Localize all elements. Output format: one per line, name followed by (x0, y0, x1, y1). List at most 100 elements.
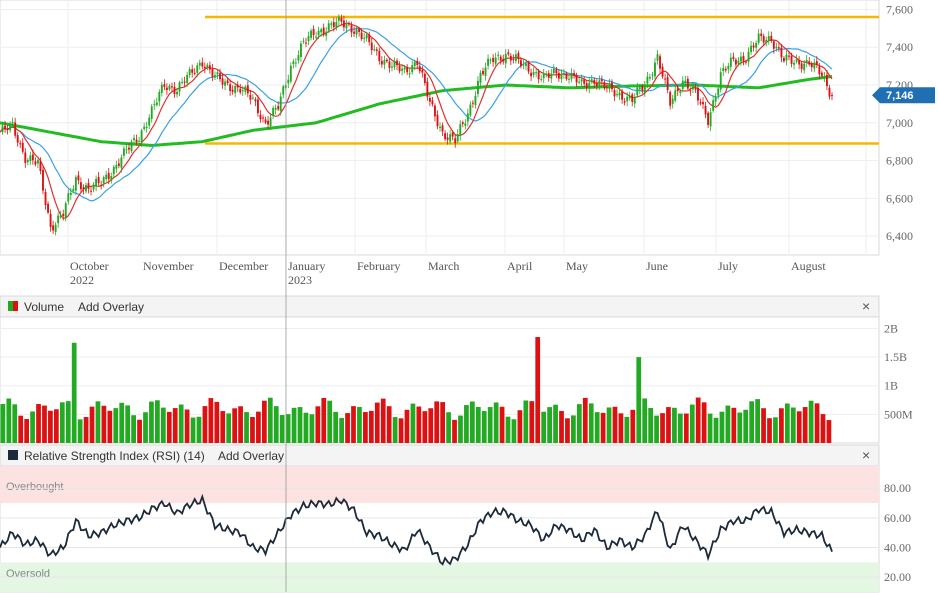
volume-y-tick-label: 1.5B (884, 350, 907, 364)
candle (279, 92, 282, 116)
volume-bar (380, 398, 386, 443)
candle (330, 20, 333, 29)
month-tick-label: October (70, 259, 109, 273)
candle (522, 59, 525, 70)
volume-bar (755, 399, 760, 443)
candle (140, 128, 143, 147)
candle (464, 119, 467, 130)
volume-bar (446, 412, 451, 443)
candle (62, 209, 65, 221)
candle (497, 51, 500, 61)
candle (580, 74, 583, 87)
candle (694, 83, 697, 93)
volume-bar (256, 411, 261, 443)
candle (608, 78, 611, 93)
volume-bar (178, 404, 184, 443)
volume-bar (487, 407, 493, 443)
candle (373, 44, 376, 52)
candle (477, 76, 479, 98)
volume-bar (208, 398, 214, 443)
candle (231, 85, 234, 95)
volume-bar (410, 403, 416, 443)
volume-bar (137, 419, 142, 443)
volume-bar (261, 400, 267, 443)
candle (262, 114, 264, 123)
rsi-legend-swatch-icon (8, 450, 18, 460)
candle (52, 220, 55, 234)
volume-panel-title: Volume (24, 300, 64, 314)
volume-bar (0, 404, 6, 443)
candle (555, 67, 558, 79)
candle (92, 182, 95, 193)
candle (800, 61, 803, 73)
candle (659, 53, 661, 74)
volume-bar (131, 415, 136, 443)
candle (256, 95, 259, 117)
oversold-label: Oversold (6, 568, 50, 580)
candle (570, 68, 573, 83)
volume-bar (600, 412, 606, 443)
candle (370, 37, 373, 55)
candle (312, 25, 315, 40)
candle (267, 116, 270, 130)
candle (664, 73, 667, 84)
candle (755, 40, 758, 53)
volume-bar (309, 414, 315, 443)
candle (196, 62, 199, 78)
candle (810, 61, 813, 72)
candle (128, 143, 130, 155)
volume-bar (541, 411, 547, 443)
rsi-add-overlay-link[interactable]: Add Overlay (218, 449, 284, 463)
candle (9, 121, 12, 133)
candle (345, 19, 348, 33)
candle (363, 32, 366, 44)
candle (638, 83, 641, 95)
volume-bar (517, 410, 523, 443)
candle (590, 74, 593, 84)
candle (85, 182, 87, 194)
volume-bar (315, 406, 321, 443)
volume-add-overlay-link[interactable]: Add Overlay (78, 300, 144, 314)
volume-bar (190, 417, 196, 443)
candle (14, 117, 17, 139)
candle (112, 164, 115, 179)
candle (391, 61, 393, 72)
volume-bar (773, 417, 778, 443)
candle (375, 46, 378, 56)
candle (130, 139, 133, 154)
volume-bar (155, 400, 160, 443)
candle (441, 122, 444, 136)
volume-bar (796, 411, 802, 443)
candle (401, 63, 404, 76)
candle (575, 72, 578, 88)
volume-close-icon[interactable]: × (862, 298, 870, 314)
volume-bar (630, 409, 636, 443)
candle (487, 54, 490, 70)
volume-bar (65, 401, 71, 443)
candle (107, 167, 110, 185)
candle (145, 121, 148, 133)
volume-bar (250, 416, 255, 443)
candle (747, 47, 750, 67)
candle (585, 80, 588, 92)
candle (729, 52, 732, 72)
candle (691, 81, 694, 93)
volume-bar (594, 412, 600, 443)
candle (305, 37, 307, 48)
candle (641, 83, 644, 94)
candle (648, 73, 651, 81)
candle (714, 93, 717, 107)
candle (34, 157, 37, 167)
candle (618, 88, 621, 100)
long-moving-average (0, 75, 833, 147)
rsi-close-icon[interactable]: × (862, 447, 870, 463)
volume-bar (36, 404, 41, 443)
candle (393, 57, 396, 70)
rsi-gridlines (0, 487, 879, 578)
candle (64, 201, 67, 222)
candle (171, 82, 173, 93)
candle (173, 82, 176, 98)
candle (160, 81, 163, 97)
volume-bar (428, 408, 434, 443)
candle (530, 68, 533, 82)
